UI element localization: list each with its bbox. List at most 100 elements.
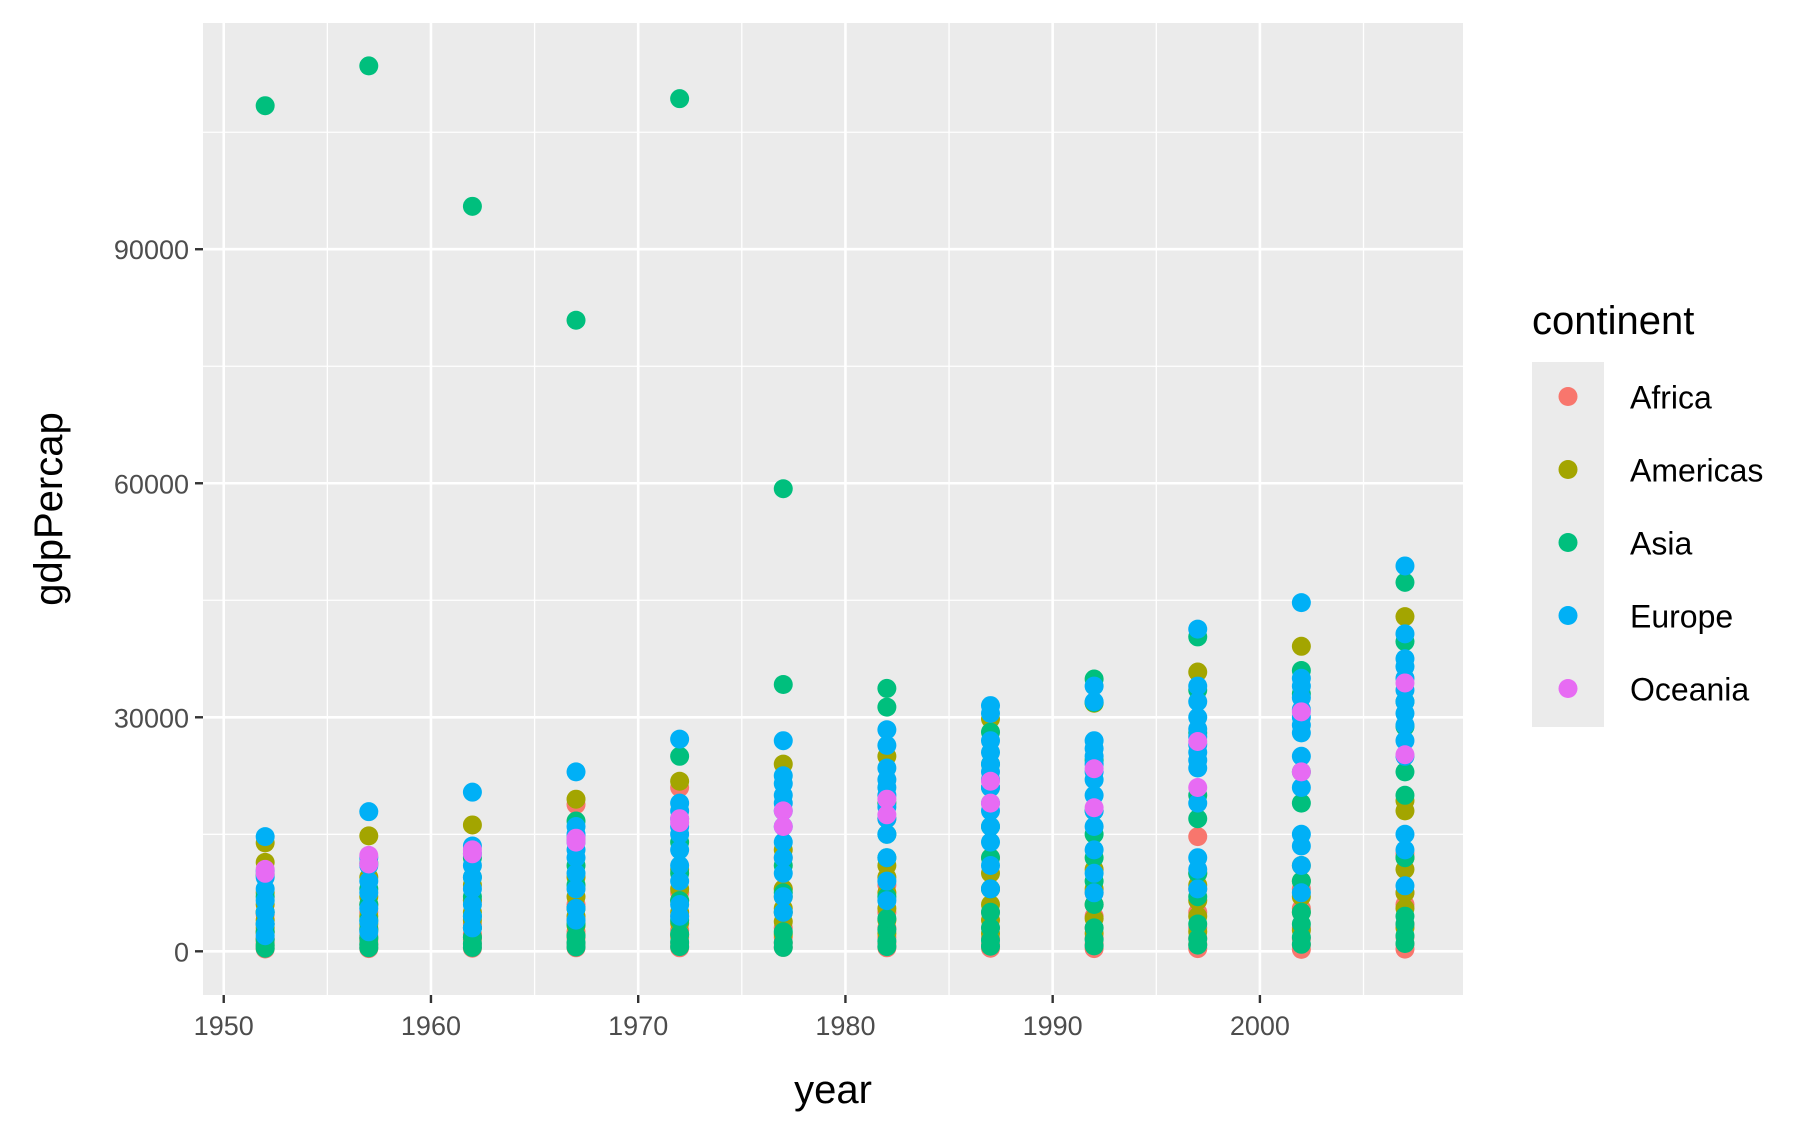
legend-swatch bbox=[1558, 387, 1578, 406]
data-point bbox=[773, 675, 793, 695]
data-point bbox=[981, 793, 1000, 813]
data-point bbox=[359, 826, 379, 846]
x-tick-label: 1970 bbox=[608, 1011, 668, 1041]
minor-gridlines bbox=[203, 23, 1463, 995]
data-point bbox=[1188, 758, 1208, 778]
data-point bbox=[1084, 918, 1104, 938]
legend-label: Americas bbox=[1630, 453, 1763, 489]
data-point bbox=[566, 848, 586, 868]
data-point bbox=[1084, 798, 1104, 818]
data-point bbox=[1395, 624, 1415, 644]
data-point bbox=[877, 824, 897, 844]
data-point bbox=[773, 479, 793, 499]
data-point bbox=[566, 789, 586, 809]
y-axis: 0 30000 60000 90000 bbox=[114, 235, 203, 967]
data-point bbox=[1395, 876, 1415, 896]
series-oceania bbox=[255, 673, 1415, 883]
legend: continent Africa Americas Asia Europe Oceani… bbox=[1532, 299, 1763, 727]
data-point bbox=[981, 918, 1000, 938]
x-axis-title: year bbox=[794, 1068, 872, 1112]
data-point bbox=[1291, 793, 1311, 813]
data-point bbox=[1188, 929, 1208, 949]
data-point bbox=[981, 771, 1000, 791]
data-point bbox=[566, 310, 586, 330]
data-point bbox=[1291, 883, 1311, 903]
data-point bbox=[877, 697, 897, 717]
data-point bbox=[359, 883, 379, 903]
data-point bbox=[1291, 593, 1311, 613]
y-axis-title: gdpPercap bbox=[27, 412, 71, 605]
data-point bbox=[1395, 673, 1415, 693]
data-point bbox=[1291, 902, 1311, 922]
data-point bbox=[670, 729, 690, 749]
data-point bbox=[1188, 879, 1208, 899]
data-point bbox=[1084, 840, 1104, 860]
legend-swatch bbox=[1558, 460, 1578, 479]
data-point bbox=[877, 805, 897, 825]
data-point bbox=[1291, 762, 1311, 782]
data-point bbox=[773, 731, 793, 751]
data-point bbox=[1395, 607, 1415, 627]
data-point bbox=[670, 840, 690, 860]
data-point bbox=[1291, 777, 1311, 797]
data-point bbox=[1084, 759, 1104, 779]
data-point bbox=[1188, 662, 1208, 682]
legend-label: Europe bbox=[1630, 599, 1733, 635]
data-point bbox=[1084, 883, 1104, 903]
data-point bbox=[670, 746, 690, 766]
data-point bbox=[1291, 856, 1311, 876]
data-point bbox=[1188, 793, 1208, 813]
data-point bbox=[255, 863, 275, 883]
legend-item-americas: Americas bbox=[1558, 453, 1763, 489]
data-point bbox=[773, 887, 793, 907]
data-point bbox=[1291, 836, 1311, 856]
data-point bbox=[773, 922, 793, 942]
legend-items: Africa Americas Asia Europe Oceania bbox=[1558, 380, 1763, 708]
data-point bbox=[462, 815, 482, 835]
data-point bbox=[670, 771, 690, 791]
data-point bbox=[670, 856, 690, 876]
data-point bbox=[255, 96, 275, 116]
data-point bbox=[1188, 676, 1208, 696]
data-point bbox=[773, 863, 793, 883]
legend-swatch bbox=[1558, 679, 1578, 698]
data-point bbox=[359, 56, 379, 76]
legend-label: Oceania bbox=[1630, 672, 1749, 708]
plot-background bbox=[203, 23, 1463, 995]
data-point bbox=[773, 848, 793, 868]
y-tick-label: 0 bbox=[174, 937, 189, 967]
data-point bbox=[877, 678, 897, 698]
data-point bbox=[359, 922, 379, 942]
legend-label: Asia bbox=[1630, 526, 1692, 562]
data-point bbox=[1188, 692, 1208, 712]
data-point bbox=[1188, 914, 1208, 934]
data-point bbox=[1291, 636, 1311, 656]
data-point bbox=[1084, 816, 1104, 836]
data-point bbox=[877, 789, 897, 809]
data-point bbox=[1395, 762, 1415, 782]
data-point bbox=[566, 863, 586, 883]
data-point bbox=[773, 832, 793, 852]
x-tick-label: 1980 bbox=[815, 1011, 875, 1041]
data-point bbox=[1188, 619, 1208, 639]
data-point bbox=[566, 762, 586, 782]
data-point bbox=[462, 879, 482, 899]
data-point bbox=[1291, 927, 1311, 947]
data-point bbox=[359, 898, 379, 918]
data-point bbox=[1395, 715, 1415, 735]
major-gridlines bbox=[203, 23, 1463, 995]
legend-item-oceania: Oceania bbox=[1558, 672, 1749, 708]
data-point bbox=[255, 827, 275, 847]
data-point bbox=[1084, 863, 1104, 883]
x-tick-label: 1990 bbox=[1023, 1011, 1083, 1041]
data-point bbox=[981, 902, 1000, 922]
legend-item-asia: Asia bbox=[1558, 526, 1692, 562]
x-tick-label: 1960 bbox=[401, 1011, 461, 1041]
data-point bbox=[255, 926, 275, 946]
y-tick-label: 60000 bbox=[114, 469, 189, 499]
legend-item-europe: Europe bbox=[1558, 599, 1733, 635]
legend-label: Africa bbox=[1630, 380, 1712, 416]
y-tick-label: 30000 bbox=[114, 703, 189, 733]
y-tick-label: 90000 bbox=[114, 235, 189, 265]
data-point bbox=[877, 891, 897, 911]
